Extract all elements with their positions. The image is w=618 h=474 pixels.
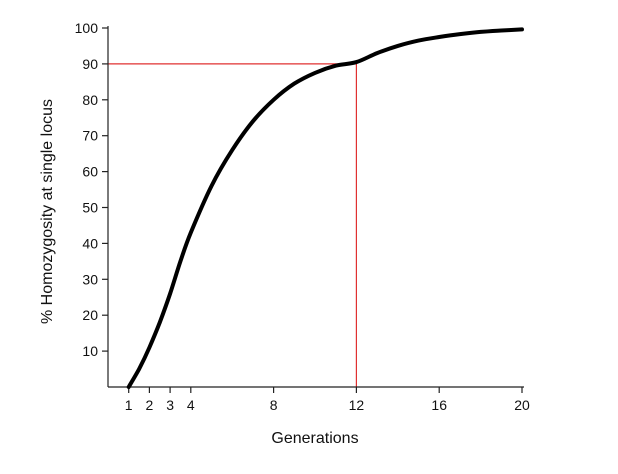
- x-tick-label: 12: [349, 397, 365, 413]
- x-tick-label: 4: [187, 397, 195, 413]
- y-tick-label: 100: [75, 20, 99, 36]
- y-tick-label: 40: [82, 235, 98, 251]
- series: [126, 27, 524, 389]
- x-tick-label: 2: [146, 397, 154, 413]
- x-tick-label: 16: [431, 397, 447, 413]
- y-tick-label: 90: [82, 56, 98, 72]
- axes: [107, 26, 524, 388]
- x-tick-label: 3: [166, 397, 174, 413]
- x-axis-title: Generations: [271, 430, 358, 447]
- y-tick-label: 30: [82, 271, 98, 287]
- x-tick-label: 20: [514, 397, 530, 413]
- x-tick-label: 1: [125, 397, 133, 413]
- y-tick-label: 50: [82, 200, 98, 216]
- y-tick-label: 10: [82, 343, 98, 359]
- y-axis-title: % Homozygosity at single locus: [39, 99, 56, 324]
- reference-lines: [108, 63, 357, 387]
- series-line-0: [126, 27, 524, 389]
- y-tick-label: 60: [82, 164, 98, 180]
- x-ticks: 1 2 3 4 8 12 16 20: [125, 387, 530, 413]
- y-tick-label: 20: [82, 307, 98, 323]
- y-tick-label: 70: [82, 128, 98, 144]
- x-tick-label: 8: [270, 397, 278, 413]
- y-tick-label: 80: [82, 92, 98, 108]
- y-ticks: 10 20 30 40 50 60 70 80 90 100: [75, 20, 108, 359]
